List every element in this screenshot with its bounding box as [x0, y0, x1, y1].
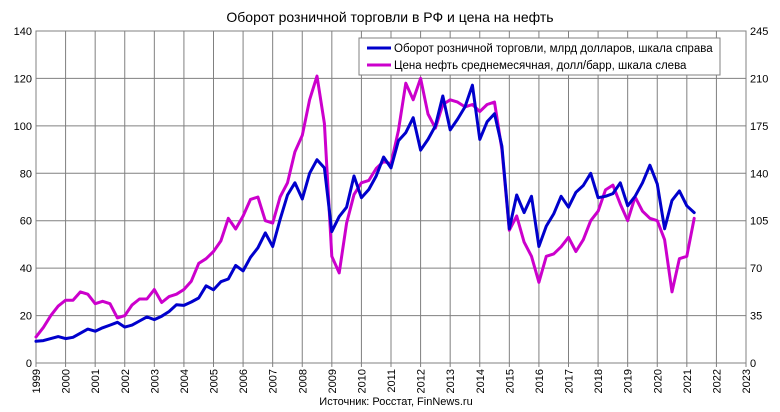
legend-box	[358, 37, 721, 76]
x-tick-label: 2016	[534, 369, 546, 393]
y-axis-left: 0 20 40 60 80 100 120 140	[14, 26, 32, 370]
x-tick-label: 2020	[652, 369, 664, 393]
x-tick-label: 1999	[31, 369, 43, 393]
x-tick-label: 2018	[593, 369, 605, 393]
y-left-tick-label: 0	[26, 358, 32, 370]
x-tick-label: 2004	[179, 369, 191, 393]
legend-label-retail: Оборот розничной торговли, млрд долларов…	[394, 43, 713, 55]
y-right-tick-label: 140	[750, 168, 768, 180]
chart-title: Оборот розничной торговли в РФ и цена на…	[226, 9, 553, 25]
y-right-tick-label: 210	[750, 73, 768, 85]
y-axis-right: 0 35 70 105 140 175 210 245	[750, 26, 768, 370]
y-right-tick-label: 0	[750, 358, 756, 370]
x-tick-label: 2013	[445, 369, 457, 393]
x-tick-label: 2011	[386, 369, 398, 393]
x-tick-label: 2007	[268, 369, 280, 393]
x-tick-label: 2021	[682, 369, 694, 393]
y-left-tick-label: 40	[20, 263, 32, 275]
x-tick-label: 2005	[209, 369, 221, 393]
x-tick-label: 2001	[90, 369, 102, 393]
x-tick-label: 2003	[149, 369, 161, 393]
y-left-tick-label: 140	[14, 26, 32, 38]
y-left-tick-label: 100	[14, 121, 32, 133]
x-tick-label: 2010	[356, 369, 368, 393]
series-line-retail	[34, 83, 696, 343]
y-right-tick-label: 70	[750, 263, 762, 275]
x-tick-label: 2017	[564, 369, 576, 393]
y-left-tick-label: 120	[14, 73, 32, 85]
series-lines	[34, 74, 696, 343]
y-right-tick-label: 245	[750, 26, 768, 38]
legend: Оборот розничной торговли, млрд долларов…	[358, 37, 721, 76]
y-right-tick-label: 105	[750, 216, 768, 228]
y-right-tick-label: 175	[750, 121, 768, 133]
x-tick-label: 2019	[623, 369, 635, 393]
x-tick-label: 2015	[504, 369, 516, 393]
x-tick-label: 2012	[416, 369, 428, 393]
x-tick-label: 2023	[741, 369, 753, 393]
y-right-tick-label: 35	[750, 311, 762, 323]
series-line-oil	[34, 74, 696, 339]
source-note: Источник: Росстат, FinNews.ru	[319, 396, 472, 408]
x-tick-label: 2006	[238, 369, 250, 393]
x-tick-label: 2022	[711, 369, 723, 393]
legend-label-oil: Цена нефть среднемесячная, долл/барр, шк…	[394, 60, 687, 72]
x-tick-label: 2008	[297, 369, 309, 393]
x-tick-label: 2002	[120, 369, 132, 393]
y-left-tick-label: 80	[20, 168, 32, 180]
y-left-tick-label: 60	[20, 216, 32, 228]
x-tick-label: 2009	[327, 369, 339, 393]
y-left-tick-label: 20	[20, 311, 32, 323]
x-tick-label: 2000	[61, 369, 73, 393]
x-tick-label: 2014	[475, 369, 487, 393]
x-axis: 1999 2000 2001 2002 2003 2004 2005 2006 2007 2008…	[31, 363, 753, 393]
